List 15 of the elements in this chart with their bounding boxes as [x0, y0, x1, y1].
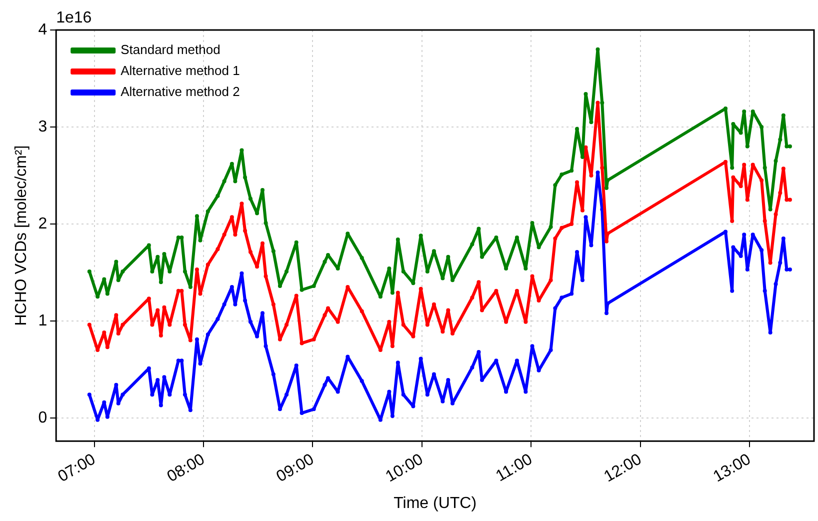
x-axis-title: Time (UTC)	[394, 494, 477, 512]
legend-label: Standard method	[120, 42, 220, 58]
x-tick-label: 11:00	[493, 450, 536, 486]
y-tick-label: 2	[38, 215, 48, 232]
y-tick-label: 1	[38, 312, 48, 330]
y-axis-title: HCHO VCDs [molec/cm²]	[13, 145, 30, 326]
text: 1e16	[56, 9, 92, 26]
x-tick-label: 09:00	[274, 450, 318, 486]
x-tick-label: 08:00	[164, 450, 208, 486]
legend-label: Alternative method 1	[120, 63, 240, 78]
y-tick-label: 4	[38, 21, 48, 38]
legend-label: Alternative method 2	[120, 84, 240, 100]
x-tick-label: 07:00	[55, 450, 99, 486]
y-tick-label: 0	[38, 409, 48, 426]
y-tick-label: 3	[38, 118, 48, 136]
